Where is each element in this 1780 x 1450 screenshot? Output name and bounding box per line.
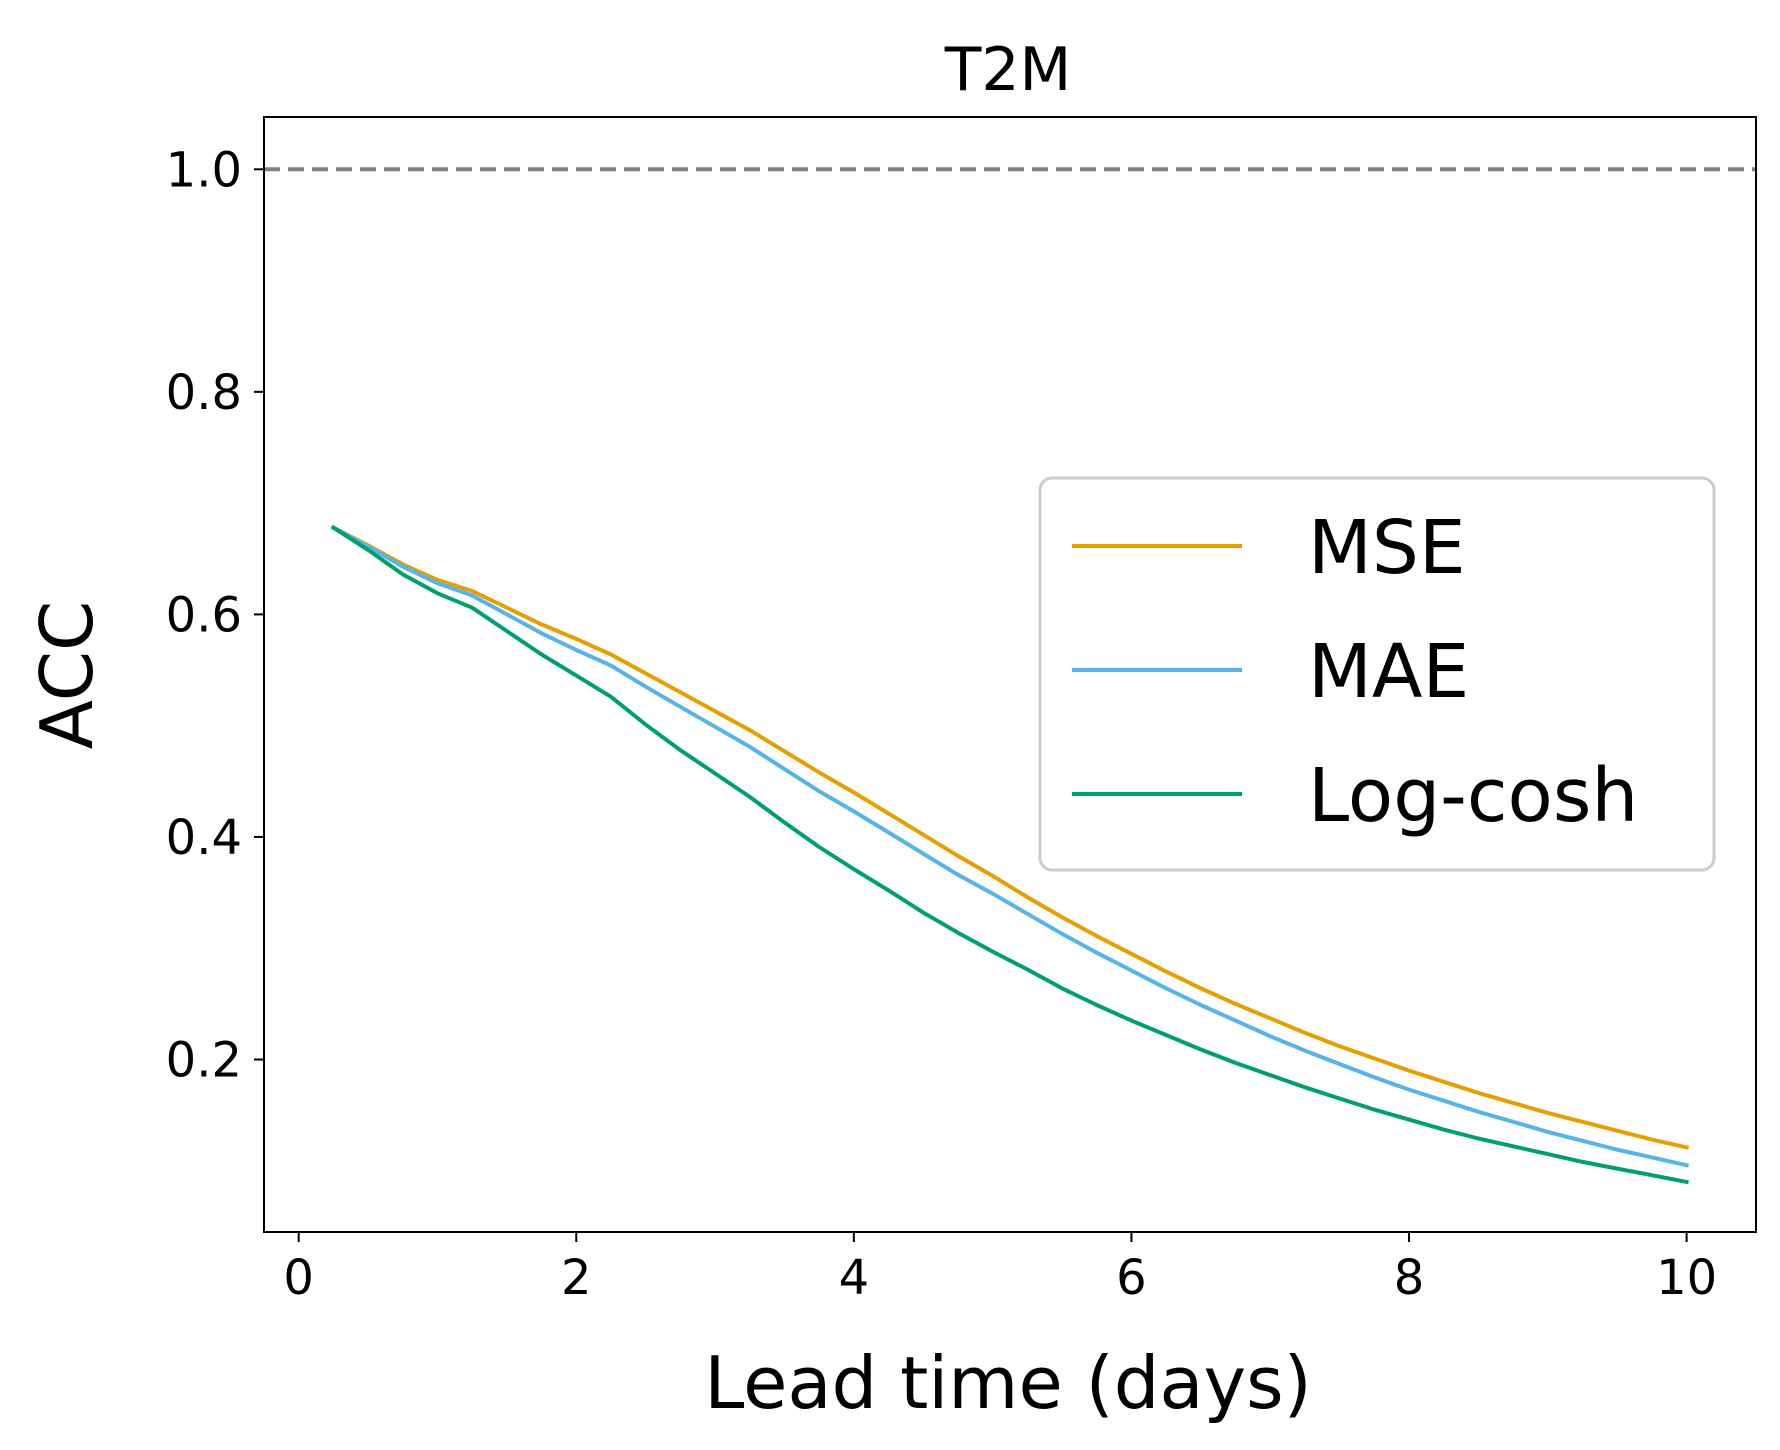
- x-tick-label: 6: [1116, 1250, 1147, 1306]
- y-tick-label: 0.8: [166, 365, 242, 421]
- y-tick-label: 0.6: [166, 587, 242, 643]
- y-tick-label: 0.4: [166, 810, 242, 866]
- y-axis-label: ACC: [25, 601, 109, 750]
- x-axis-ticks: 0 2 4 6 8 10: [283, 1232, 1717, 1306]
- y-axis-ticks: 0.2 0.4 0.6 0.8 1.0: [166, 142, 264, 1089]
- x-tick-label: 4: [839, 1250, 870, 1306]
- legend-label-log-cosh: Log-cosh: [1308, 753, 1638, 839]
- legend: MSE MAE Log-cosh: [1038, 476, 1716, 872]
- legend-label-mae: MAE: [1308, 629, 1469, 715]
- chart-title: T2M: [944, 35, 1072, 105]
- legend-label-mse: MSE: [1308, 505, 1466, 591]
- y-tick-label: 0.2: [166, 1033, 242, 1089]
- x-axis-label: Lead time (days): [704, 1341, 1312, 1425]
- legend-box: [1038, 476, 1716, 872]
- plot-area: [264, 167, 1756, 1185]
- x-tick-label: 2: [561, 1250, 592, 1306]
- series-line-mae: [330, 524, 1689, 1168]
- x-tick-label: 10: [1656, 1250, 1717, 1306]
- y-tick-label: 1.0: [166, 142, 242, 198]
- x-tick-label: 0: [283, 1250, 314, 1306]
- series-line-mse: [330, 524, 1689, 1150]
- x-tick-label: 8: [1394, 1250, 1425, 1306]
- series-line-log-cosh: [330, 524, 1689, 1185]
- plot-frame: [263, 116, 1757, 1233]
